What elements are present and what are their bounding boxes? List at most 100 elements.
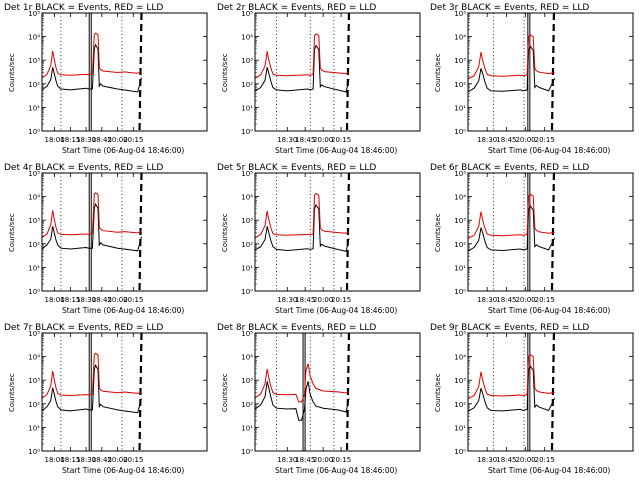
y-tick-label: 10¹: [241, 424, 253, 432]
y-axis-label: Counts/sec: [221, 53, 229, 92]
y-tick-label: 10⁰: [454, 448, 466, 456]
plot-frame: [467, 332, 634, 452]
panel-title: Det 7r BLACK = Events, RED = LLD: [4, 323, 163, 333]
x-tick-label: 20:15: [123, 456, 143, 464]
x-tick-label: 18:30: [277, 136, 297, 144]
y-tick-label: 10⁴: [241, 194, 253, 202]
events-series-line: [41, 202, 142, 252]
y-tick-label: 10¹: [28, 264, 40, 272]
x-tick-label: 18:00: [45, 456, 65, 464]
panel-title: Det 8r BLACK = Events, RED = LLD: [217, 323, 376, 333]
interval-marker-box: [88, 172, 92, 292]
events-series-line: [41, 364, 142, 414]
x-tick-label: 18:45: [295, 456, 315, 464]
y-axis-label: Counts/sec: [8, 213, 16, 252]
y-tick-label: 10⁵: [454, 10, 466, 18]
x-tick-label: 18:15: [60, 136, 80, 144]
x-tick-label: 20:00: [313, 136, 333, 144]
x-tick-label: 20:00: [515, 456, 535, 464]
detector-panel-9: Det 9r BLACK = Events, RED = LLD Counts/s…: [430, 323, 634, 475]
y-tick-label: 10⁰: [241, 288, 253, 296]
x-tick-label: 20:15: [535, 456, 555, 464]
y-tick-label: 10²: [28, 401, 40, 409]
x-tick-label: 18:30: [277, 296, 297, 304]
events-series-line: [467, 44, 556, 93]
y-tick-label: 10²: [241, 81, 253, 89]
lld-series-line: [467, 353, 555, 400]
y-tick-label: 10³: [454, 217, 466, 225]
events-series-line: [254, 44, 350, 93]
x-tick-label: 20:00: [515, 296, 535, 304]
y-tick-label: 10²: [28, 241, 40, 249]
panel-title: Det 3r BLACK = Events, RED = LLD: [430, 3, 589, 13]
lld-series-line: [254, 33, 350, 79]
y-axis-label: Counts/sec: [434, 213, 442, 252]
y-tick-label: 10⁴: [454, 354, 466, 362]
events-series-line: [254, 381, 350, 421]
y-axis-label: Counts/sec: [8, 373, 16, 412]
x-tick-label: 18:15: [60, 456, 80, 464]
y-tick-label: 10⁰: [28, 288, 40, 296]
y-tick-label: 10⁰: [241, 448, 253, 456]
x-tick-label: 20:00: [107, 136, 127, 144]
x-tick-label: 20:15: [535, 296, 555, 304]
y-tick-label: 10⁴: [454, 34, 466, 42]
y-tick-label: 10⁵: [241, 170, 253, 178]
panel-title: Det 2r BLACK = Events, RED = LLD: [217, 3, 376, 13]
dashed-marker-line: [550, 12, 556, 132]
detector-panel-4: Det 4r BLACK = Events, RED = LLD Counts/s…: [4, 163, 208, 315]
x-axis-label: Start Time (06-Aug-04 18:46:00): [275, 146, 397, 155]
y-tick-label: 10³: [454, 57, 466, 65]
plot-frame: [41, 12, 208, 132]
detector-panel-7: Det 7r BLACK = Events, RED = LLD Counts/s…: [4, 323, 208, 475]
x-tick-label: 18:30: [477, 456, 497, 464]
detector-panel-2: Det 2r BLACK = Events, RED = LLD Counts/s…: [217, 3, 421, 155]
panel-title: Det 9r BLACK = Events, RED = LLD: [430, 323, 589, 333]
y-tick-label: 10⁵: [454, 330, 466, 338]
y-axis-label: Counts/sec: [221, 213, 229, 252]
plot-frame: [41, 332, 208, 452]
dashed-marker-line: [550, 332, 556, 452]
y-tick-label: 10⁵: [28, 170, 40, 178]
x-axis-label: Start Time (06-Aug-04 18:46:00): [488, 146, 610, 155]
x-tick-label: 18:30: [277, 456, 297, 464]
lld-series-line: [467, 193, 555, 240]
y-tick-label: 10⁵: [28, 10, 40, 18]
plot-frame: [254, 172, 421, 292]
x-tick-label: 20:15: [331, 136, 351, 144]
plot-frame: [254, 332, 421, 452]
x-tick-label: 18:45: [295, 136, 315, 144]
detector-panel-3: Det 3r BLACK = Events, RED = LLD Counts/s…: [430, 3, 634, 155]
y-tick-label: 10³: [28, 377, 40, 385]
y-tick-label: 10⁰: [454, 128, 466, 136]
x-tick-label: 20:00: [313, 296, 333, 304]
y-tick-label: 10¹: [454, 104, 466, 112]
y-axis-label: Counts/sec: [434, 53, 442, 92]
x-tick-label: 18:45: [92, 136, 112, 144]
x-tick-label: 20:15: [123, 296, 143, 304]
lld-series-line: [254, 363, 350, 403]
y-axis-label: Counts/sec: [434, 373, 442, 412]
events-series-line: [254, 203, 350, 252]
events-series-line: [467, 204, 556, 252]
x-tick-label: 20:15: [331, 456, 351, 464]
y-tick-label: 10¹: [454, 424, 466, 432]
plot-frame: [254, 12, 421, 132]
x-tick-label: 18:45: [496, 296, 516, 304]
x-tick-label: 20:00: [107, 296, 127, 304]
x-tick-label: 18:30: [76, 296, 96, 304]
events-series-line: [467, 364, 556, 412]
lld-series-line: [254, 192, 350, 239]
lld-series-line: [467, 34, 555, 80]
y-tick-label: 10²: [241, 241, 253, 249]
y-tick-label: 10²: [241, 401, 253, 409]
x-tick-label: 18:45: [496, 136, 516, 144]
x-tick-label: 18:45: [92, 456, 112, 464]
x-tick-label: 18:15: [60, 296, 80, 304]
interval-marker-box: [88, 332, 92, 452]
detector-panel-6: Det 6r BLACK = Events, RED = LLD Counts/s…: [430, 163, 634, 315]
y-tick-label: 10⁴: [241, 354, 253, 362]
x-axis-label: Start Time (06-Aug-04 18:46:00): [62, 466, 184, 475]
y-tick-label: 10⁴: [28, 354, 40, 362]
